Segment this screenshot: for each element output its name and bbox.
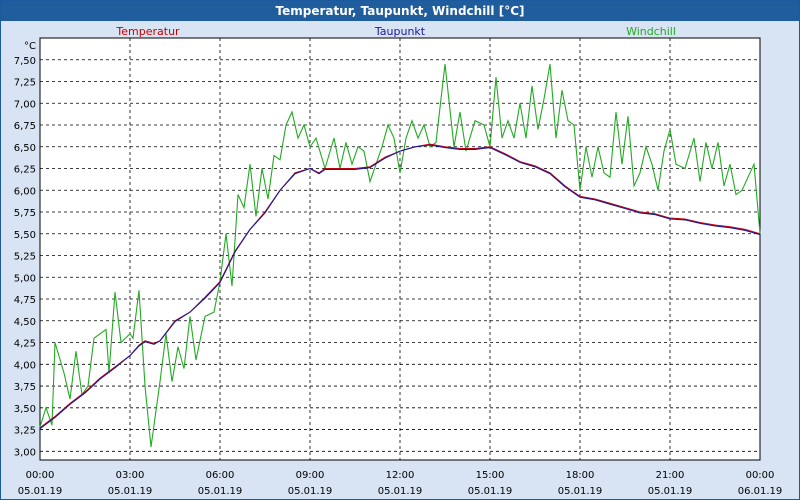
x-tick-time: 12:00	[386, 470, 415, 481]
x-tick-date: 05.01.19	[648, 486, 693, 497]
x-tick-date: 06.01.19	[738, 486, 783, 497]
y-tick-label: 3,50	[14, 404, 36, 415]
window-title: Temperatur, Taupunkt, Windchill [°C]	[1, 1, 799, 21]
x-tick-date: 05.01.19	[108, 486, 153, 497]
y-tick-label: 7,25	[14, 78, 36, 89]
plot-border	[39, 37, 761, 461]
x-tick-date: 05.01.19	[558, 486, 603, 497]
y-tick-label: 5,25	[14, 252, 36, 263]
y-tick-label: 6,75	[14, 121, 36, 132]
series-line-windchill	[39, 64, 761, 447]
y-tick-label: 6,25	[14, 165, 36, 176]
x-tick-time: 21:00	[656, 470, 685, 481]
x-tick-time: 00:00	[746, 470, 775, 481]
x-tick-time: 00:00	[26, 470, 55, 481]
y-tick-label: 7,00	[14, 99, 36, 110]
x-tick-time: 03:00	[116, 470, 145, 481]
legend-taupunkt: Taupunkt	[374, 25, 426, 38]
y-tick-label: 3,75	[14, 382, 36, 393]
series-line-taupunkt	[39, 144, 761, 430]
x-tick-date: 05.01.19	[378, 486, 423, 497]
y-tick-label: 4,75	[14, 295, 36, 306]
x-tick-time: 06:00	[206, 470, 235, 481]
x-tick-time: 18:00	[566, 470, 595, 481]
series-line-temperatur	[39, 143, 761, 429]
y-tick-label: 7,50	[14, 56, 36, 67]
y-tick-label: 4,00	[14, 360, 36, 371]
legend-temperatur: Temperatur	[115, 25, 180, 38]
y-tick-label: 4,50	[14, 317, 36, 328]
x-tick-date: 05.01.19	[288, 486, 333, 497]
x-tick-time: 09:00	[296, 470, 325, 481]
y-tick-label: 3,00	[14, 447, 36, 458]
legend-windchill: Windchill	[626, 25, 676, 38]
y-tick-label: 5,75	[14, 208, 36, 219]
y-tick-label: 4,25	[14, 339, 36, 350]
y-tick-label: 3,25	[14, 426, 36, 437]
y-tick-label: 6,00	[14, 186, 36, 197]
y-tick-label: 5,00	[14, 273, 36, 284]
x-tick-date: 05.01.19	[18, 486, 63, 497]
x-tick-date: 05.01.19	[468, 486, 513, 497]
y-axis-unit: °C	[24, 41, 36, 52]
y-tick-label: 5,50	[14, 230, 36, 241]
y-tick-label: 6,50	[14, 143, 36, 154]
x-tick-date: 05.01.19	[198, 486, 243, 497]
x-tick-time: 15:00	[476, 470, 505, 481]
